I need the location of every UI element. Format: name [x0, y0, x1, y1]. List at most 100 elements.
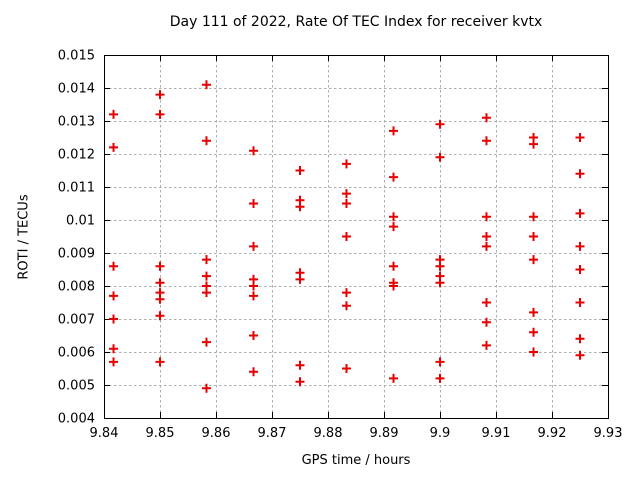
data-point — [201, 136, 211, 146]
data-point — [201, 80, 211, 90]
data-point — [389, 212, 399, 222]
data-point — [295, 360, 305, 370]
x-tick-label: 9.9 — [430, 426, 451, 441]
data-point — [481, 340, 491, 350]
data-point — [155, 261, 165, 271]
data-point — [109, 291, 119, 301]
y-tick-label: 0.015 — [58, 49, 95, 64]
x-tick-label: 9.85 — [146, 426, 175, 441]
x-tick-label: 9.87 — [258, 426, 287, 441]
x-tick-label: 9.86 — [202, 426, 231, 441]
data-point — [109, 314, 119, 324]
data-point — [435, 278, 445, 288]
data-point — [481, 113, 491, 123]
data-point — [155, 294, 165, 304]
y-tick-label: 0.012 — [58, 148, 95, 163]
data-point — [481, 232, 491, 241]
data-point — [529, 212, 539, 222]
y-tick-label: 0.006 — [58, 346, 95, 361]
data-point — [575, 133, 585, 142]
data-point — [295, 274, 305, 284]
y-tick-label: 0.013 — [58, 115, 95, 130]
data-point — [529, 139, 539, 149]
data-point — [109, 142, 119, 152]
data-point — [109, 344, 119, 354]
data-point — [341, 159, 351, 169]
data-point — [201, 271, 211, 281]
x-axis-label: GPS time / hours — [301, 453, 411, 468]
data-point — [341, 301, 351, 311]
data-point — [435, 261, 445, 271]
data-point — [201, 337, 211, 347]
data-point — [341, 199, 351, 208]
y-axis-label: ROTI / TECUs — [16, 194, 32, 280]
data-point — [389, 172, 399, 182]
x-tick-label: 9.88 — [314, 426, 343, 441]
data-point — [155, 90, 165, 100]
data-point — [575, 298, 585, 307]
data-point — [389, 261, 399, 271]
data-point — [529, 307, 539, 317]
data-point — [575, 208, 585, 218]
data-point — [155, 278, 165, 288]
data-point — [201, 383, 211, 393]
tick-labels: 9.84 9.85 9.86 9.87 9.88 9.89 9.9 9.91 9.92 9.93 0… — [58, 49, 623, 442]
data-point — [575, 169, 585, 179]
data-point — [109, 109, 119, 119]
y-tick-label: 0.014 — [58, 82, 95, 97]
data-point — [249, 331, 259, 340]
data-point — [575, 241, 585, 251]
data-point — [481, 136, 491, 146]
data-point — [155, 109, 165, 119]
chart-title: Day 111 of 2022, Rate Of TEC Index for r… — [169, 14, 543, 30]
data-point — [201, 255, 211, 265]
data-point — [389, 281, 399, 291]
data-point — [389, 373, 399, 383]
data-point — [109, 357, 119, 367]
data-point — [575, 350, 585, 360]
data-point — [575, 265, 585, 274]
data-point — [435, 373, 445, 383]
data-point — [109, 261, 119, 271]
data-points — [109, 80, 585, 393]
x-tick-label: 9.91 — [482, 426, 511, 441]
data-point — [249, 241, 259, 251]
data-point — [341, 288, 351, 298]
x-tick-label: 9.92 — [538, 426, 567, 441]
data-point — [529, 232, 539, 241]
data-point — [341, 364, 351, 373]
data-point — [295, 202, 305, 212]
data-point — [249, 367, 259, 377]
y-tick-label: 0.009 — [58, 247, 95, 262]
y-tick-label: 0.004 — [58, 412, 95, 427]
x-tick-label: 9.93 — [594, 426, 623, 441]
data-point — [249, 291, 259, 301]
data-point — [481, 241, 491, 251]
y-tick-label: 0.01 — [66, 214, 95, 229]
y-tick-label: 0.008 — [58, 280, 95, 295]
data-point — [435, 119, 445, 129]
data-point — [201, 288, 211, 298]
y-tick-label: 0.007 — [58, 313, 95, 328]
data-point — [529, 327, 539, 337]
data-point — [295, 377, 305, 387]
data-point — [481, 298, 491, 307]
data-point — [389, 126, 399, 136]
data-point — [341, 232, 351, 241]
data-point — [155, 357, 165, 367]
x-tick-label: 9.84 — [90, 426, 119, 441]
y-tick-label: 0.005 — [58, 379, 95, 394]
data-point — [295, 166, 305, 175]
plot-border — [104, 55, 609, 419]
data-point — [435, 152, 445, 162]
data-point — [435, 357, 445, 367]
axes — [104, 55, 609, 419]
data-point — [529, 347, 539, 357]
data-point — [481, 317, 491, 327]
data-point — [341, 189, 351, 199]
data-point — [155, 311, 165, 321]
y-tick-label: 0.011 — [58, 181, 95, 196]
data-point — [249, 199, 259, 208]
